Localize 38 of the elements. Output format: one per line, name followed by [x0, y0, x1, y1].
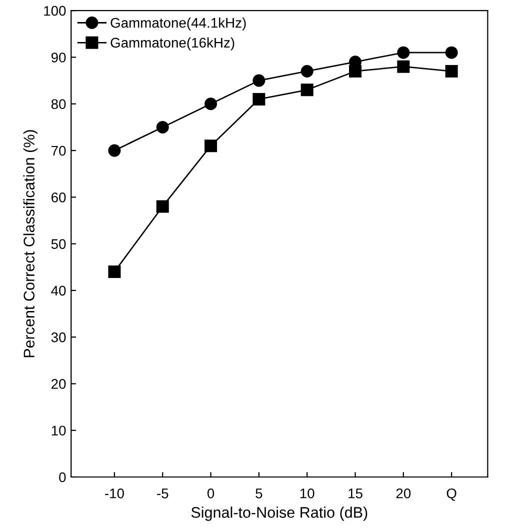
- y-tick-label: 90: [51, 52, 66, 62]
- point: [445, 46, 458, 59]
- x-tick-label: 20: [396, 488, 411, 498]
- y-tick-label: 70: [52, 146, 66, 156]
- point: [108, 266, 121, 278]
- point: [252, 92, 266, 106]
- x-tick-label: 10: [300, 488, 314, 498]
- x-tick-label: -5: [157, 488, 168, 498]
- x-tick-label: 15: [348, 488, 362, 498]
- point: [252, 74, 266, 87]
- y-axis-title: Percent Correct Classification (%): [23, 130, 38, 358]
- y-tick-label: 40: [51, 286, 66, 296]
- point: [397, 60, 410, 73]
- point: [300, 84, 314, 96]
- x-tick-label: 0: [207, 488, 214, 498]
- legend-label: Gammatone(44.1kHz): [110, 18, 246, 30]
- point: [204, 98, 218, 110]
- point: [156, 120, 169, 134]
- legend-label: Gammatone(16kHz): [110, 37, 234, 50]
- x-tick-label: 5: [256, 488, 262, 498]
- point: [445, 64, 458, 78]
- y-tick-label: 30: [51, 332, 66, 342]
- y-tick-label: 10: [52, 426, 66, 436]
- point: [348, 64, 362, 78]
- y-tick-label: 60: [52, 192, 66, 202]
- x-tick-label: Q: [446, 488, 456, 501]
- y-tick-label: 80: [51, 99, 66, 110]
- point: [300, 64, 314, 78]
- point: [108, 144, 121, 157]
- point: [397, 46, 410, 59]
- y-tick-label: 50: [51, 239, 66, 249]
- y-tick-label: 20: [52, 379, 66, 389]
- x-axis-title: Signal-to-Noise Ratio (dB): [191, 506, 368, 521]
- y-tick-label: 0: [59, 472, 66, 482]
- point: [156, 200, 169, 213]
- x-tick-label: -10: [105, 488, 124, 498]
- point: [204, 140, 218, 152]
- y-tick-label: 100: [44, 6, 66, 16]
